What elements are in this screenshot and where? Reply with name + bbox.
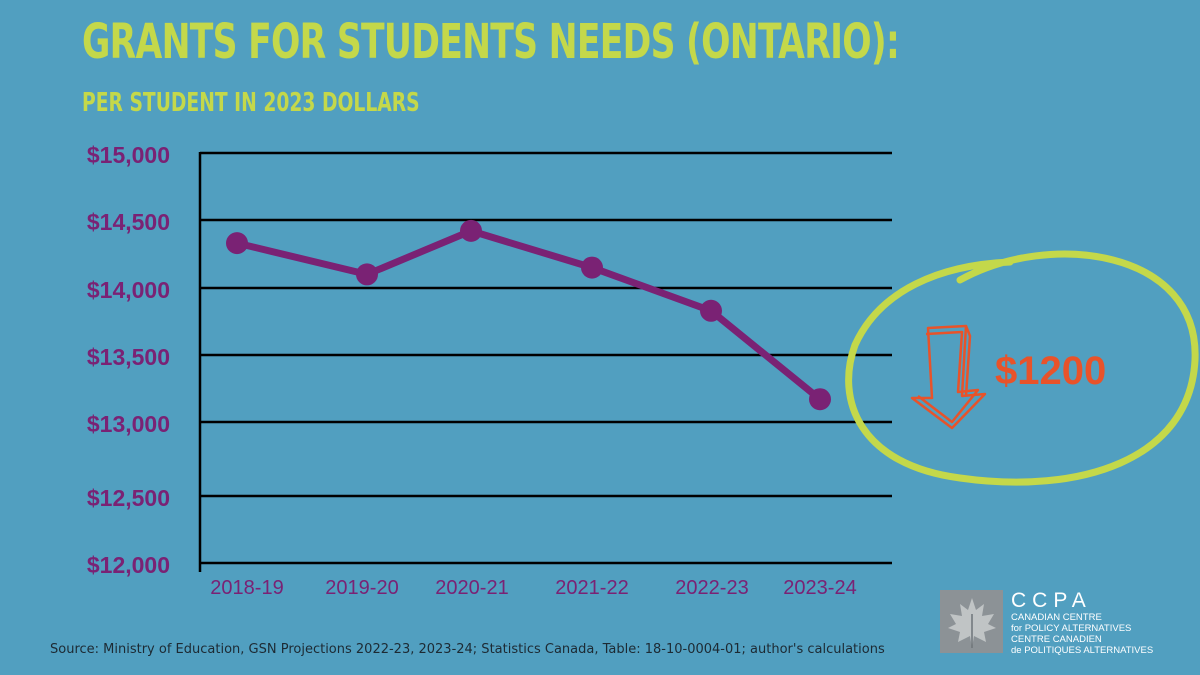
data-point (581, 256, 603, 279)
annotation-label: $1200 (995, 349, 1106, 393)
data-point (226, 232, 248, 255)
y-tick-labels: $15,000 $14,500 $14,000 $13,500 $13,000 $12,5… (87, 142, 170, 578)
data-point (356, 263, 378, 286)
ccpa-logo: CCPA CANADIAN CENTRE for POLICY ALTERNAT… (940, 590, 1153, 656)
x-tick-label: 2018-19 (210, 577, 283, 599)
data-point (700, 299, 722, 322)
source-note: Source: Ministry of Education, GSN Proje… (50, 642, 885, 657)
x-tick-label: 2021-22 (555, 577, 628, 599)
logo-name: CCPA (1011, 589, 1092, 612)
logo-line-1: CANADIAN CENTRE (1011, 612, 1102, 623)
y-tick-label: $12,000 (87, 552, 170, 578)
highlight-circle (845, 250, 1199, 486)
y-tick-label: $13,500 (87, 344, 170, 370)
chart-title: GRANTS FOR STUDENTS NEEDS (ONTARIO): (82, 14, 900, 70)
logo-line-4: de POLITIQUES ALTERNATIVES (1011, 645, 1154, 656)
x-tick-labels: 2018-19 2019-20 2020-21 2021-22 2022-23 2023-… (210, 577, 856, 599)
data-point (460, 219, 482, 242)
y-tick-label: $12,500 (87, 485, 170, 511)
x-tick-label: 2020-21 (435, 577, 508, 599)
y-tick-label: $15,000 (87, 142, 170, 168)
logo-line-3: CENTRE CANADIEN (1011, 634, 1102, 645)
data-point (809, 388, 831, 411)
x-tick-label: 2022-23 (675, 577, 748, 599)
x-tick-label: 2023-24 (783, 577, 856, 599)
x-tick-label: 2019-20 (325, 577, 398, 599)
y-tick-label: $14,500 (87, 209, 170, 235)
maple-leaf-icon (940, 590, 1003, 653)
series-line (233, 227, 824, 403)
data-points (226, 219, 831, 411)
gridlines (200, 151, 892, 565)
down-arrow-icon (910, 324, 987, 430)
y-tick-label: $14,000 (87, 277, 170, 303)
y-tick-label: $13,000 (87, 411, 170, 437)
chart-subtitle: PER STUDENT IN 2023 DOLLARS (82, 88, 420, 118)
logo-line-2: for POLICY ALTERNATIVES (1011, 623, 1132, 634)
